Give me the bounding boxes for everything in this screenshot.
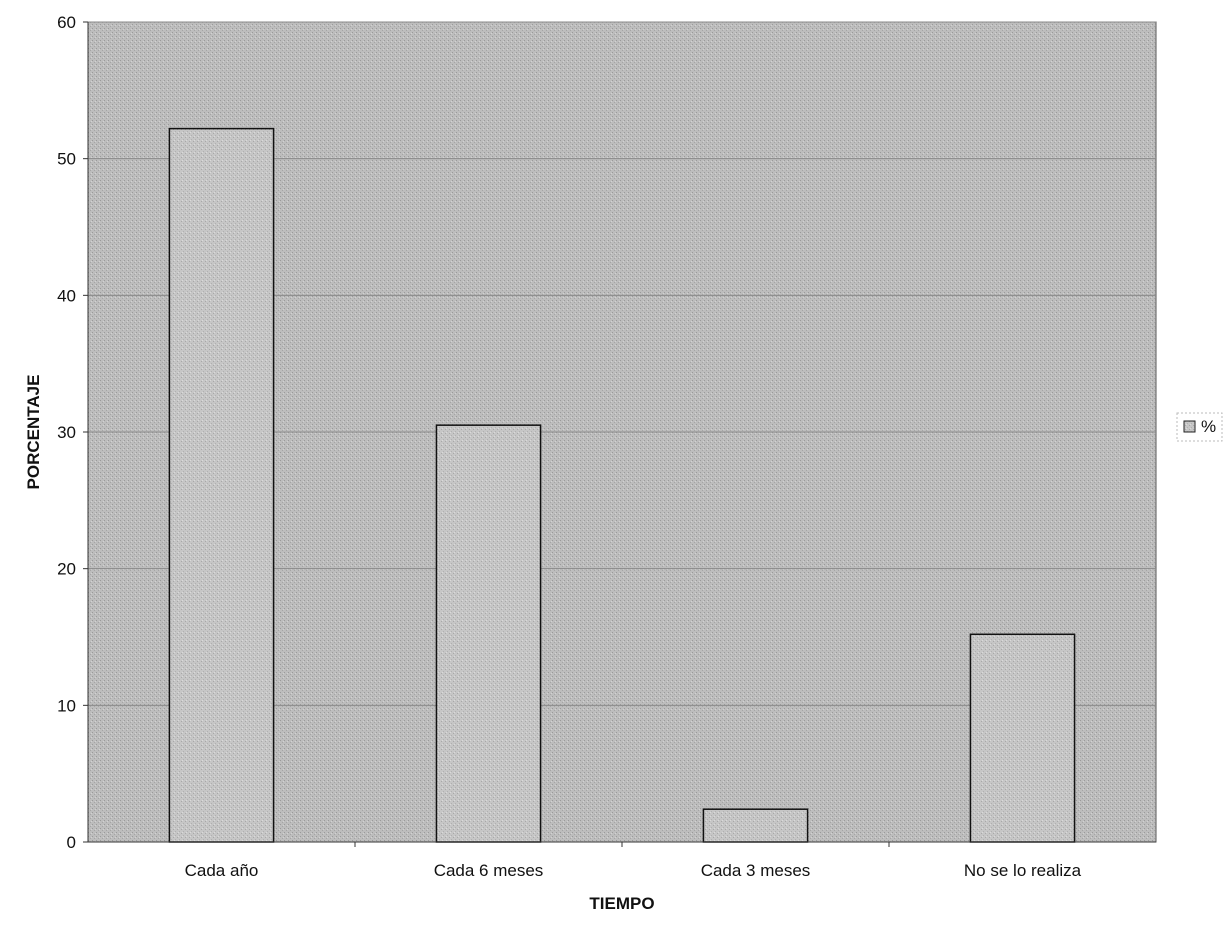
legend-label: %: [1201, 417, 1216, 436]
legend-swatch: [1183, 420, 1196, 433]
y-tick-label: 0: [67, 833, 76, 852]
bar: [702, 808, 809, 843]
y-tick-label: 40: [57, 286, 76, 305]
bar: [969, 633, 1076, 843]
y-axis-ticks: 0 10 20 30 40 50 60: [57, 13, 88, 852]
y-tick-label: 10: [57, 696, 76, 715]
x-axis-ticks: Cada año Cada 6 meses Cada 3 meses No se lo…: [185, 842, 1082, 880]
bars: [168, 127, 1076, 843]
y-tick-label: 20: [57, 560, 76, 579]
legend: %: [1176, 412, 1223, 442]
y-tick-label: 60: [57, 13, 76, 32]
y-tick-label: 30: [57, 423, 76, 442]
x-axis-title: TIEMPO: [589, 894, 654, 913]
x-tick-label: Cada año: [185, 861, 259, 880]
y-axis-title: PORCENTAJE: [24, 375, 43, 490]
bar: [435, 424, 542, 843]
y-tick-label: 50: [57, 150, 76, 169]
bar: [168, 127, 275, 843]
x-tick-label: Cada 6 meses: [434, 861, 544, 880]
x-tick-label: No se lo realiza: [964, 861, 1082, 880]
x-tick-label: Cada 3 meses: [701, 861, 811, 880]
